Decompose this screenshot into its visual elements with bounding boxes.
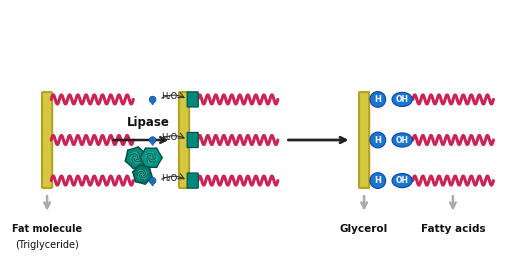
- Polygon shape: [140, 148, 162, 167]
- Circle shape: [370, 132, 386, 148]
- Ellipse shape: [392, 174, 412, 188]
- Text: OH: OH: [396, 176, 409, 185]
- Circle shape: [149, 137, 156, 143]
- Circle shape: [149, 177, 156, 184]
- Circle shape: [370, 173, 386, 188]
- Polygon shape: [150, 181, 155, 186]
- Polygon shape: [150, 99, 155, 105]
- Text: (Triglyceride): (Triglyceride): [15, 241, 79, 250]
- FancyBboxPatch shape: [187, 132, 198, 148]
- Text: Glycerol: Glycerol: [340, 224, 388, 234]
- Text: H₂O: H₂O: [161, 133, 177, 142]
- Ellipse shape: [392, 92, 412, 106]
- Polygon shape: [145, 152, 157, 164]
- FancyBboxPatch shape: [187, 92, 198, 107]
- Circle shape: [370, 92, 386, 107]
- Text: OH: OH: [396, 95, 409, 104]
- FancyBboxPatch shape: [179, 92, 189, 188]
- Polygon shape: [133, 165, 152, 184]
- Text: H: H: [374, 95, 381, 104]
- Polygon shape: [130, 152, 142, 164]
- Polygon shape: [150, 140, 155, 145]
- Text: Lipase: Lipase: [127, 116, 170, 129]
- FancyBboxPatch shape: [42, 92, 52, 188]
- Text: H: H: [374, 136, 381, 144]
- Text: H: H: [374, 176, 381, 185]
- Text: Fat molecule: Fat molecule: [12, 224, 82, 234]
- Text: H₂O: H₂O: [161, 92, 177, 101]
- Ellipse shape: [392, 133, 412, 147]
- Polygon shape: [137, 169, 148, 180]
- Text: OH: OH: [396, 136, 409, 144]
- Text: Fatty acids: Fatty acids: [420, 224, 485, 234]
- Circle shape: [149, 96, 156, 103]
- FancyBboxPatch shape: [187, 173, 198, 188]
- Text: H₂O: H₂O: [161, 174, 177, 183]
- FancyBboxPatch shape: [359, 92, 369, 188]
- Polygon shape: [125, 147, 146, 169]
